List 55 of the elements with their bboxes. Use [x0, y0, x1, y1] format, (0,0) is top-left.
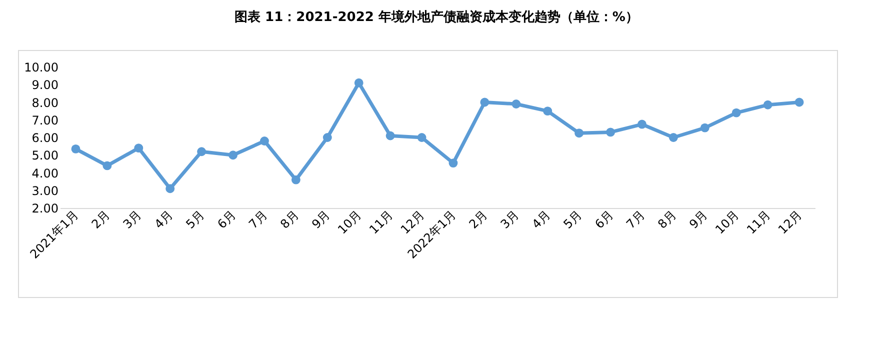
x-tick-label: 9月	[309, 208, 333, 232]
point	[291, 175, 300, 184]
x-tick-label: 9月	[686, 208, 710, 232]
point	[606, 128, 615, 137]
point	[166, 184, 175, 194]
x-tick-label: 2月	[88, 208, 113, 232]
x-tick-label: 10月	[335, 208, 364, 237]
y-tick-label: 10.00	[24, 60, 58, 74]
x-tick-label: 7月	[624, 208, 648, 232]
y-tick-label: 5.00	[32, 148, 58, 163]
point	[197, 147, 206, 156]
y-tick-label: 2.00	[32, 202, 58, 216]
point	[134, 144, 144, 153]
x-tick-label: 5月	[560, 208, 585, 232]
x-tick-label: 6月	[214, 208, 238, 232]
y-tick-label: 3.00	[32, 184, 58, 198]
point	[386, 131, 395, 140]
point	[512, 100, 521, 108]
point	[700, 123, 710, 132]
point	[354, 78, 364, 88]
point	[638, 120, 646, 129]
point	[228, 150, 238, 160]
point	[574, 128, 584, 138]
chart-title: 图表 11：2021-2022 年境外地产债融资成本变化趋势（单位：%）	[234, 8, 640, 27]
x-tick-label: 2月	[466, 208, 490, 232]
point	[417, 133, 426, 142]
point	[71, 144, 80, 154]
x-tick-label: 8月	[278, 208, 302, 232]
point	[102, 161, 112, 170]
point	[322, 133, 332, 142]
x-tick-label: 12月	[776, 208, 805, 237]
point	[260, 136, 269, 146]
x-tick-label: 7月	[246, 208, 270, 232]
x-tick-label: 8月	[655, 208, 679, 232]
y-tick-label: 8.00	[32, 96, 58, 110]
x-tick-label: 3月	[120, 208, 144, 232]
x-tick-label: 5月	[183, 208, 208, 232]
y-tick-label: 7.00	[32, 113, 58, 128]
point	[480, 98, 490, 107]
point	[794, 98, 804, 107]
x-tick-label: 11月	[744, 208, 774, 237]
x-tick-label: 4月	[529, 208, 554, 232]
x-tick-label: 11月	[366, 208, 396, 237]
point	[732, 108, 741, 118]
x-tick-label: 6月	[592, 208, 616, 232]
x-tick-label: 3月	[498, 208, 522, 232]
point	[448, 158, 458, 168]
x-tick-label: 4月	[152, 208, 176, 232]
point	[668, 133, 678, 142]
point	[763, 100, 772, 110]
y-tick-label: 6.00	[32, 131, 58, 145]
y-tick-label: 4.00	[32, 166, 58, 180]
y-tick-label: 9.00	[32, 78, 58, 92]
x-tick-label: 10月	[712, 208, 742, 237]
point	[543, 106, 552, 116]
